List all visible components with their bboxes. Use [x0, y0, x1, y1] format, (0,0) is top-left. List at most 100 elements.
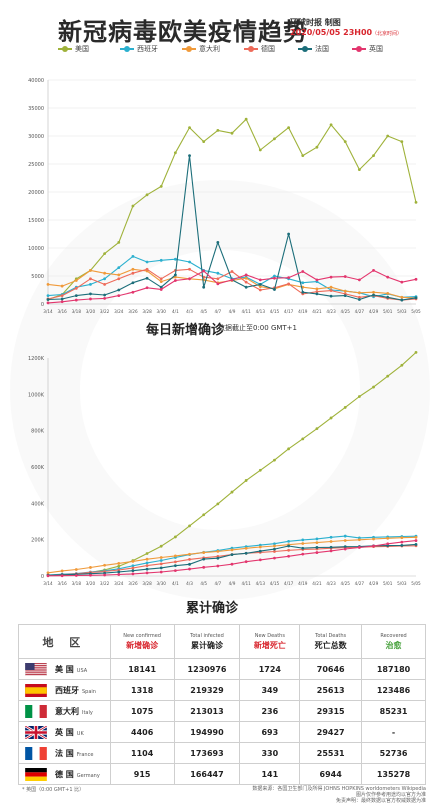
- data-point: [301, 546, 305, 550]
- data-point: [357, 291, 361, 295]
- y-tick-label: 25000: [28, 162, 44, 168]
- x-tick-label: 3/14: [43, 309, 53, 314]
- x-tick-label: 3/18: [72, 581, 82, 586]
- total-deaths-cell: 29427: [299, 721, 363, 743]
- region-cell: 西班牙 Spain: [18, 679, 111, 701]
- data-point: [273, 547, 276, 551]
- data-point: [230, 490, 234, 494]
- x-tick-label: 3/16: [57, 581, 67, 586]
- chart1-subtitle: 数据截止至0:00 GMT+1: [218, 324, 298, 332]
- total-deaths-cell: 25531: [299, 742, 363, 764]
- data-point: [46, 294, 50, 297]
- data-point: [74, 294, 78, 297]
- data-point: [145, 564, 149, 567]
- new-confirmed-cell: 1318: [109, 679, 175, 701]
- data-point: [89, 277, 92, 281]
- y-tick-label: 0: [41, 302, 44, 308]
- region-cell: 英 国 UK: [18, 721, 111, 743]
- recovered-cell: 187180: [361, 658, 426, 680]
- total-infected-cell: 173693: [173, 742, 241, 764]
- table-row: 美 国 USA 18141 1230976 1724 70646 187180: [18, 658, 426, 680]
- data-point: [273, 288, 276, 291]
- data-point: [258, 468, 262, 472]
- total-infected-cell: 219329: [173, 679, 241, 701]
- legend-label: 意大利: [199, 45, 220, 53]
- data-point: [74, 298, 78, 302]
- x-tick-label: 3/18: [72, 309, 82, 314]
- x-tick-label: 4/3: [186, 581, 193, 586]
- x-tick-label: 4/13: [256, 309, 266, 314]
- data-point: [315, 537, 319, 541]
- data-point: [159, 258, 163, 262]
- new-confirmed-cell: 1075: [109, 700, 175, 722]
- total-deaths-cell: 6944: [299, 763, 363, 785]
- data-point: [89, 566, 92, 569]
- data-point: [159, 280, 163, 283]
- data-point: [159, 277, 163, 281]
- data-point: [258, 285, 262, 289]
- data-point: [287, 126, 291, 129]
- x-tick-label: 4/7: [214, 581, 221, 586]
- data-point: [329, 123, 333, 127]
- series-line: [47, 255, 417, 298]
- legend-swatch: [298, 46, 312, 52]
- page-title: 新冠病毒欧美疫情趋势: [58, 18, 308, 46]
- data-point: [386, 542, 390, 546]
- data-point: [414, 201, 418, 204]
- data-point: [244, 285, 248, 289]
- y-tick-label: 0: [41, 574, 44, 580]
- legend-item-germany: 德国: [244, 44, 275, 54]
- data-point: [89, 297, 92, 301]
- x-tick-label: 3/30: [157, 581, 167, 586]
- chart1-caption: 每日新增确诊: [146, 323, 225, 338]
- legend-label: 美国: [75, 45, 89, 53]
- data-point: [117, 294, 121, 297]
- legend-label: 西班牙: [137, 45, 158, 53]
- new-deaths-cell: 236: [239, 700, 301, 722]
- data-point: [131, 255, 135, 258]
- x-tick-label: 4/11: [241, 309, 251, 314]
- new-confirmed-cell: 1104: [109, 742, 175, 764]
- country-name-en: Italy: [82, 709, 93, 716]
- total-deaths-cell: 25613: [299, 679, 363, 701]
- header-total-deaths: Total Deaths 死亡总数: [299, 624, 363, 659]
- region-cell: 意大利 Italy: [18, 700, 111, 722]
- x-tick-label: 4/23: [326, 581, 336, 586]
- data-point: [173, 564, 177, 568]
- table-row: 德 国 Germany 915 166447 141 6944 135278: [18, 763, 426, 785]
- table-row: 西班牙 Spain 1318 219329 349 25613 123486: [18, 679, 426, 701]
- data-point: [46, 298, 50, 301]
- data-point: [131, 566, 135, 570]
- data-point: [287, 554, 291, 558]
- data-point: [258, 549, 262, 553]
- data-point: [301, 552, 305, 556]
- new-deaths-cell: 1724: [239, 658, 301, 680]
- x-tick-label: 4/7: [214, 309, 221, 314]
- source-line: 数据来源：各国卫生部门及所得 JOHNS HOPKINS worldometer…: [252, 786, 426, 792]
- data-point: [414, 296, 418, 300]
- data-point: [188, 552, 191, 556]
- x-tick-label: 4/1: [172, 581, 179, 586]
- x-tick-label: 3/22: [100, 581, 110, 586]
- data-point: [372, 293, 375, 297]
- series-line: [47, 269, 417, 304]
- footnote: * 英国（0:00 GMT+1 比）: [22, 787, 85, 793]
- data-point: [159, 559, 163, 562]
- new-confirmed-cell: 4406: [109, 721, 175, 743]
- data-point: [216, 241, 220, 244]
- cumulative-cases-chart: 0 200K 400K 600K 800K 1000K 1200K 3/14 3/16 3/18 3…: [28, 350, 421, 586]
- data-point: [301, 538, 305, 542]
- data-point: [103, 283, 107, 286]
- data-point: [159, 570, 163, 574]
- data-point: [46, 301, 50, 305]
- data-point: [230, 131, 234, 135]
- data-point: [315, 278, 319, 282]
- data-point: [329, 549, 333, 553]
- data-point: [103, 293, 107, 297]
- data-point: [188, 126, 191, 129]
- x-tick-label: 4/5: [200, 309, 207, 314]
- x-tick-label: 4/19: [298, 581, 308, 586]
- region-cell: 美 国 USA: [18, 658, 111, 680]
- x-tick-label: 4/23: [326, 309, 336, 314]
- data-point: [315, 551, 319, 554]
